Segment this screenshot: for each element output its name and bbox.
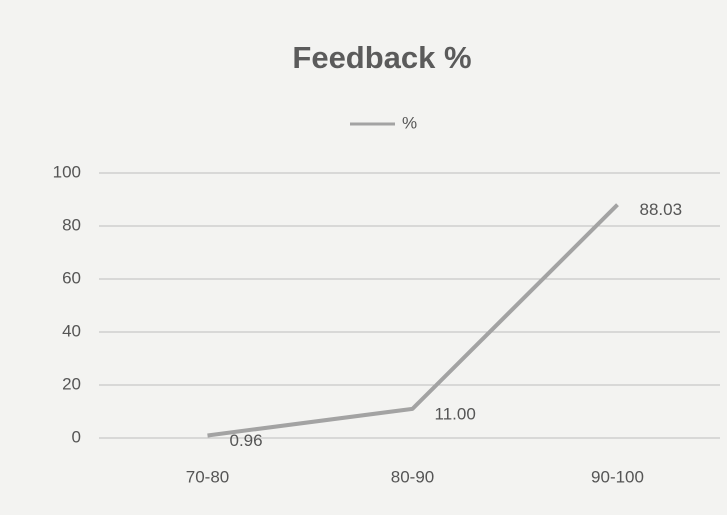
y-tick-label: 40 xyxy=(62,321,81,340)
data-line xyxy=(207,203,619,438)
x-tick-label: 90-100 xyxy=(591,467,644,486)
x-tick-label: 70-80 xyxy=(186,467,229,486)
x-tick-label: 80-90 xyxy=(391,467,434,486)
y-tick-label: 20 xyxy=(62,374,81,393)
y-tick-label: 60 xyxy=(62,268,81,287)
chart-title: Feedback % xyxy=(292,40,471,75)
y-tick-label: 100 xyxy=(53,162,81,181)
data-label: 11.00 xyxy=(435,404,476,423)
legend-label: % xyxy=(402,113,417,132)
data-label: 88.03 xyxy=(640,200,683,219)
y-tick-label: 0 xyxy=(72,427,81,446)
data-label: 0.96 xyxy=(230,431,263,450)
y-tick-label: 80 xyxy=(62,215,81,234)
